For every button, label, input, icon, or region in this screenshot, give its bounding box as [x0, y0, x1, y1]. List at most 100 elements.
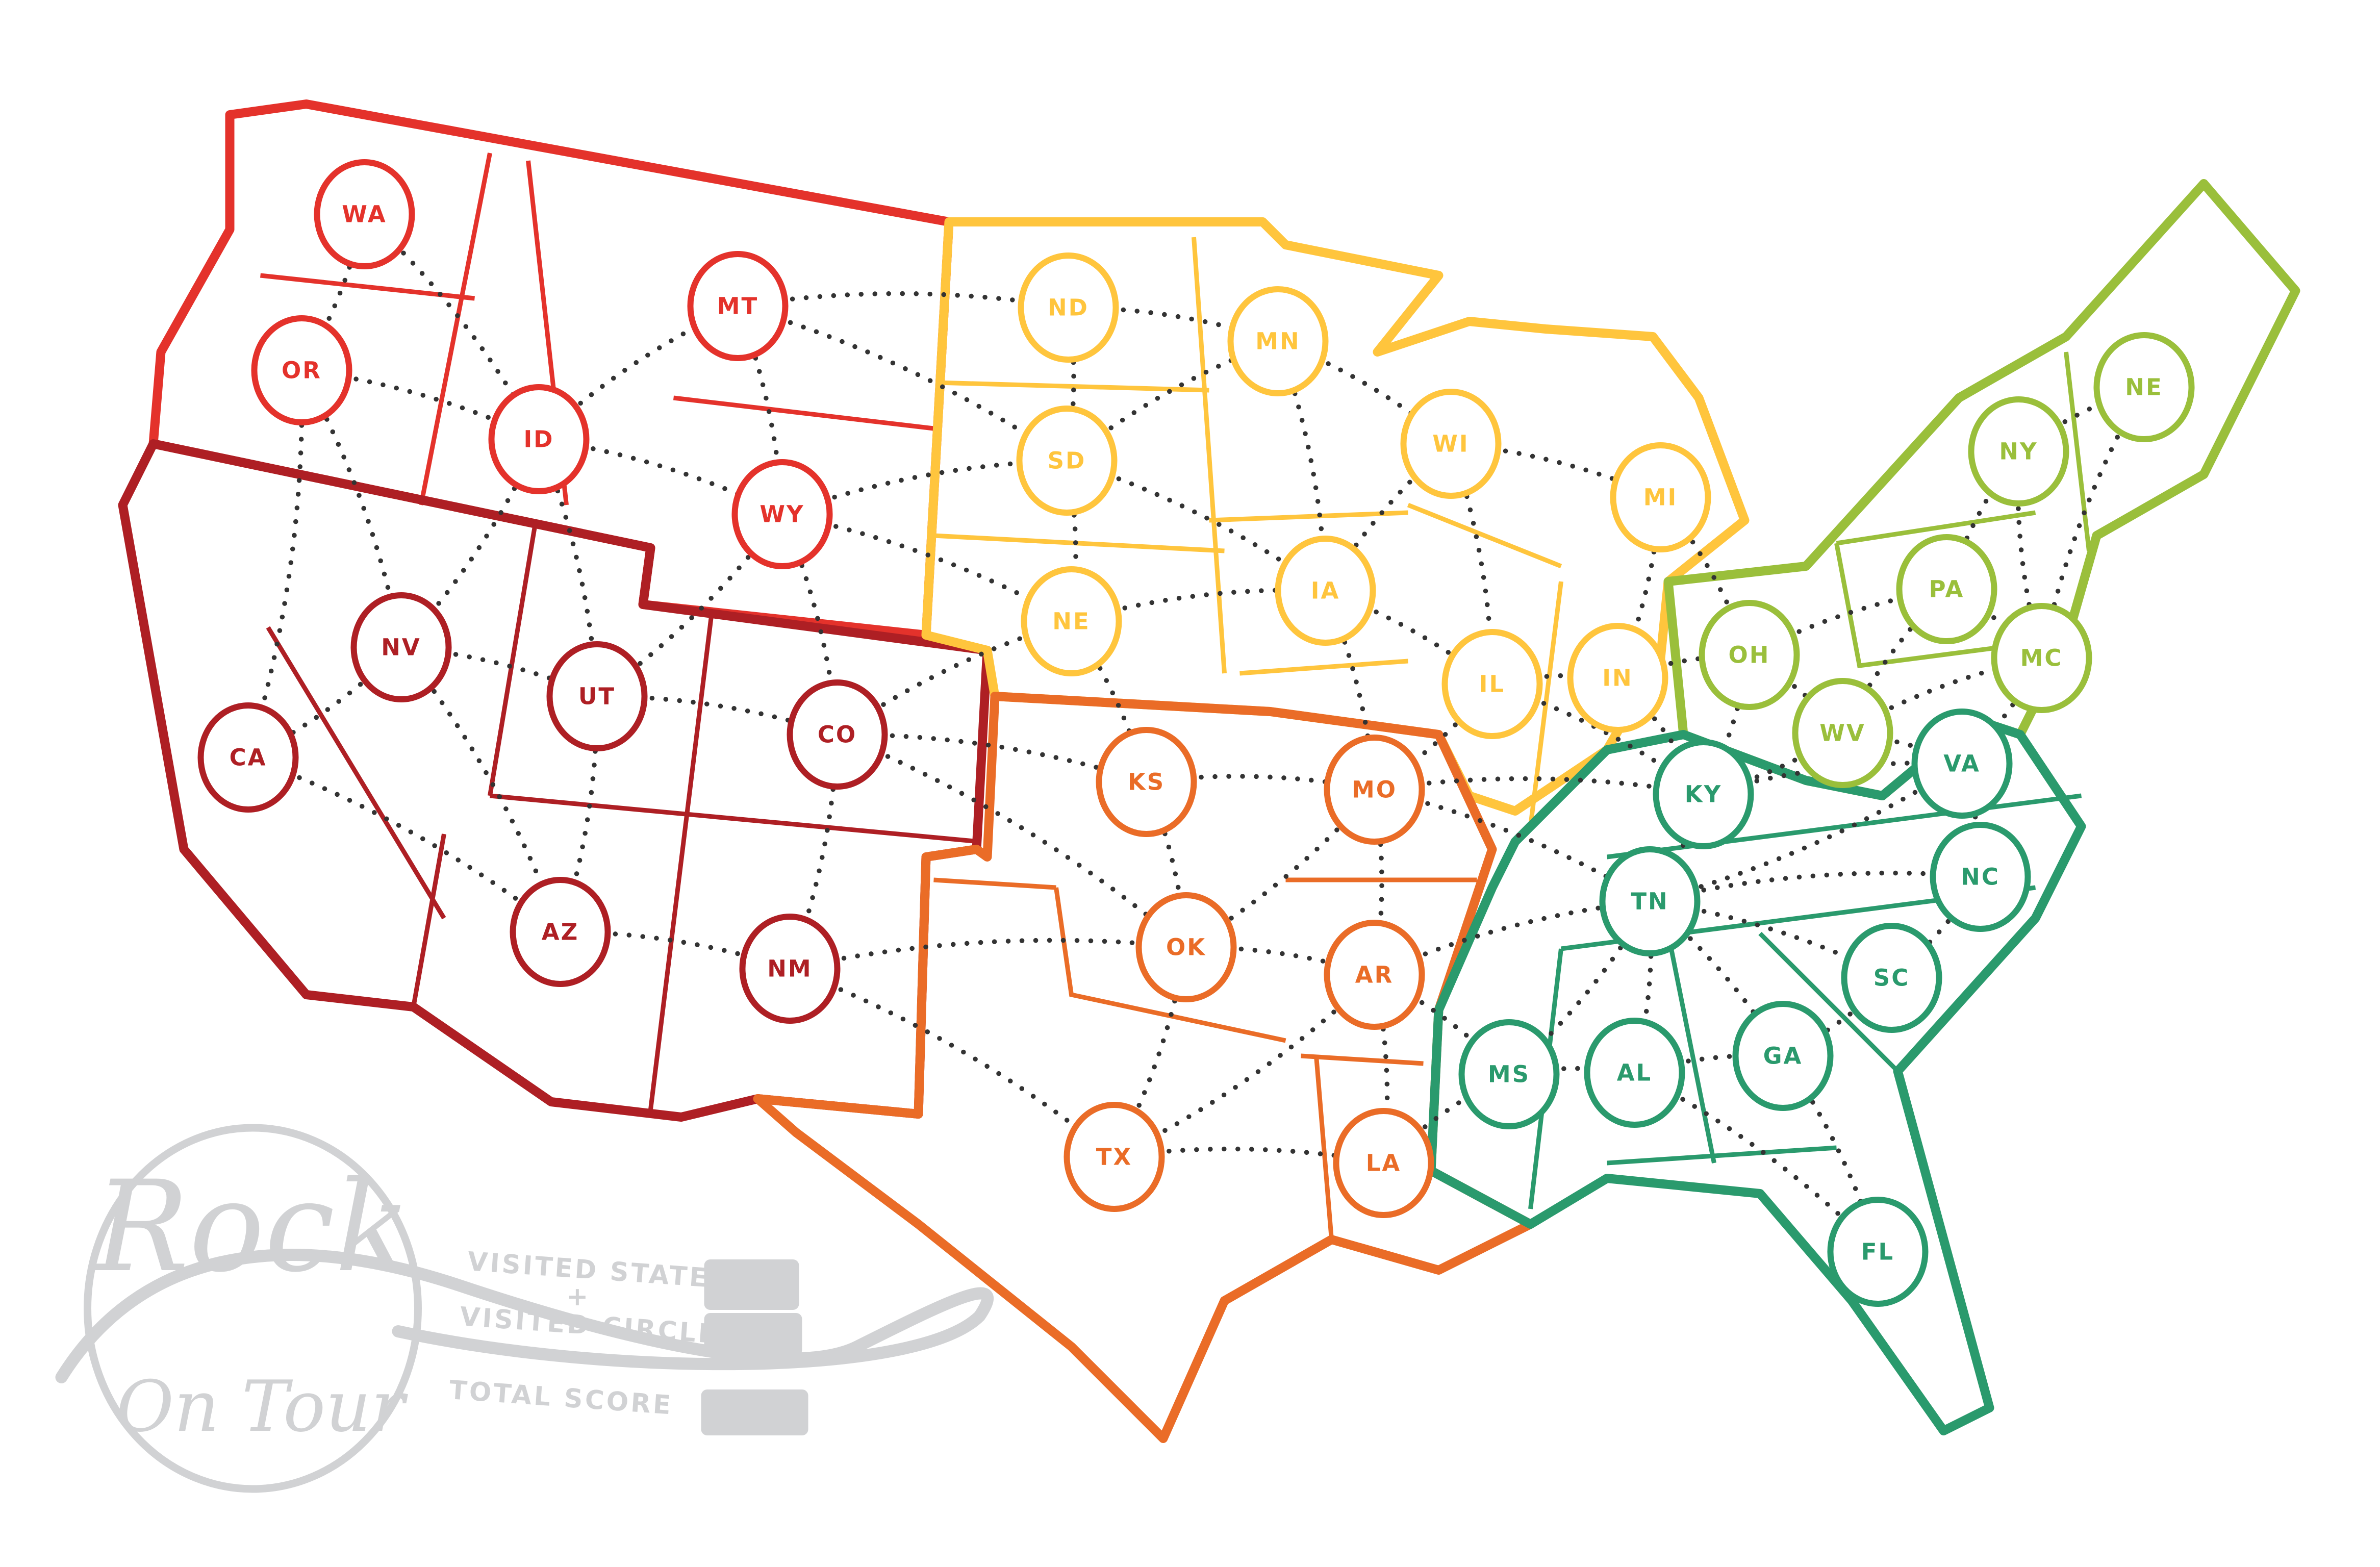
state-circle-va-southeast[interactable]: VA [1911, 709, 2013, 819]
state-circle-ny-northeast[interactable]: NY [1968, 396, 2069, 507]
state-circle-ring[interactable] [488, 384, 590, 494]
state-circle-mi-midwest[interactable]: MI [1610, 442, 1711, 552]
state-border [673, 395, 934, 431]
state-circle-nc-southeast[interactable]: NC [1930, 822, 2031, 932]
state-circle-ring[interactable] [350, 592, 452, 702]
state-circle-ring[interactable] [739, 914, 841, 1024]
state-circle-il-midwest[interactable]: IL [1441, 629, 1543, 739]
plus-sign: + [567, 1282, 591, 1312]
state-circle-ring[interactable] [1458, 1019, 1560, 1129]
state-circle-wa-northwest[interactable]: WA [314, 159, 415, 269]
state-circle-az-southwest[interactable]: AZ [510, 877, 611, 987]
state-circle-ring[interactable] [1135, 892, 1237, 1002]
state-circle-wi-midwest[interactable]: WI [1400, 389, 1502, 499]
state-circle-ring[interactable] [197, 702, 299, 813]
state-abbr: AL [1617, 1059, 1653, 1086]
state-circle-ring[interactable] [546, 641, 648, 751]
state-circle-ring[interactable] [1792, 678, 1893, 788]
state-circle-ring[interactable] [1991, 603, 2092, 713]
state-abbr: PA [1929, 576, 1965, 603]
state-circle-ring[interactable] [1096, 727, 1197, 837]
state-circle-nd-midwest[interactable]: ND [1018, 252, 1119, 363]
state-circle-ring[interactable] [1930, 822, 2031, 932]
state-abbr: TX [1096, 1144, 1132, 1171]
state-circle-la-south-central[interactable]: LA [1333, 1108, 1434, 1218]
state-circle-ring[interactable] [1567, 623, 1668, 733]
state-circle-ring[interactable] [314, 159, 415, 269]
state-circle-mt-northwest[interactable]: MT [687, 251, 789, 361]
state-circle-ring[interactable] [1021, 566, 1122, 676]
state-circle-ring[interactable] [1968, 396, 2069, 507]
state-circle-nm-southwest[interactable]: NM [739, 914, 841, 1024]
state-circle-oh-northeast[interactable]: OH [1699, 600, 1800, 710]
state-abbr: WY [759, 501, 804, 528]
state-circle-ar-south-central[interactable]: AR [1324, 920, 1425, 1030]
state-circle-or-northwest[interactable]: OR [251, 315, 352, 425]
state-circle-ms-southeast[interactable]: MS [1458, 1019, 1560, 1129]
state-circle-ring[interactable] [510, 877, 611, 987]
state-circle-ring[interactable] [1227, 286, 1329, 396]
route-sd-ne [1064, 458, 1078, 624]
state-circle-al-southeast[interactable]: AL [1584, 1018, 1685, 1128]
state-circle-ring[interactable] [1599, 846, 1701, 956]
state-circle-ring[interactable] [1896, 534, 1997, 644]
state-circle-co-southwest[interactable]: CO [787, 679, 888, 790]
state-circle-fl-southeast[interactable]: FL [1827, 1197, 1929, 1307]
state-circle-wy-northwest[interactable]: WY [731, 459, 833, 569]
state-circle-ring[interactable] [2093, 332, 2195, 442]
state-circle-ring[interactable] [1699, 600, 1800, 710]
state-circle-ring[interactable] [1732, 1001, 1834, 1111]
state-circle-ring[interactable] [1827, 1197, 1929, 1307]
state-circle-ring[interactable] [1275, 536, 1376, 646]
state-circle-tn-southeast[interactable]: TN [1599, 846, 1701, 956]
state-circle-ring[interactable] [1324, 735, 1425, 845]
state-circle-ring[interactable] [1324, 920, 1425, 1030]
state-circle-sd-midwest[interactable]: SD [1016, 406, 1118, 516]
state-circle-ne-midwest[interactable]: NE [1021, 566, 1122, 676]
state-circle-tx-south-central[interactable]: TX [1064, 1102, 1165, 1212]
state-circle-id-northwest[interactable]: ID [488, 384, 590, 494]
state-circle-ring[interactable] [687, 251, 789, 361]
state-circle-ga-southeast[interactable]: GA [1732, 1001, 1834, 1111]
state-circle-ring[interactable] [1911, 709, 2013, 819]
visited-circles-box[interactable] [704, 1313, 802, 1356]
state-circle-ring[interactable] [251, 315, 352, 425]
state-circle-ca-southwest[interactable]: CA [197, 702, 299, 813]
state-abbr: AR [1355, 962, 1394, 989]
state-circle-ut-southwest[interactable]: UT [546, 641, 648, 751]
state-circle-ring[interactable] [787, 679, 888, 790]
state-circle-sc-southeast[interactable]: SC [1841, 923, 1942, 1033]
state-circle-ok-south-central[interactable]: OK [1135, 892, 1237, 1002]
state-circle-mn-midwest[interactable]: MN [1227, 286, 1329, 396]
state-circle-in-midwest[interactable]: IN [1567, 623, 1668, 733]
state-circle-ring[interactable] [1016, 406, 1118, 516]
state-circle-mc-northeast[interactable]: MC [1991, 603, 2092, 713]
state-border [1407, 502, 1562, 569]
state-circle-ring[interactable] [1610, 442, 1711, 552]
route-wi-il [1448, 441, 1495, 687]
state-circle-ring[interactable] [1333, 1108, 1434, 1218]
state-circle-pa-northeast[interactable]: PA [1896, 534, 1997, 644]
state-circle-wv-northeast[interactable]: WV [1792, 678, 1893, 788]
state-circle-ring[interactable] [1841, 923, 1942, 1033]
state-circle-ks-south-central[interactable]: KS [1096, 727, 1197, 837]
state-circle-ring[interactable] [1064, 1102, 1165, 1212]
state-circle-ring[interactable] [1400, 389, 1502, 499]
state-abbr: SD [1048, 447, 1086, 474]
state-circle-ring[interactable] [1441, 629, 1543, 739]
state-abbr: ID [523, 426, 554, 453]
state-circle-ring[interactable] [1018, 252, 1119, 363]
state-abbr: MS [1488, 1061, 1530, 1088]
state-circle-ring[interactable] [1584, 1018, 1685, 1128]
visited-states-box[interactable] [704, 1259, 799, 1310]
state-circle-ne-northeast[interactable]: NE [2093, 332, 2195, 442]
state-circle-ia-midwest[interactable]: IA [1275, 536, 1376, 646]
total-score-box[interactable] [701, 1389, 808, 1435]
state-circle-ring[interactable] [731, 459, 833, 569]
state-circle-mo-south-central[interactable]: MO [1324, 735, 1425, 845]
state-abbr: LA [1366, 1150, 1402, 1177]
state-circle-ky-southeast[interactable]: KY [1653, 739, 1754, 849]
region-outline-south-central [753, 692, 1535, 1443]
state-circle-nv-southwest[interactable]: NV [350, 592, 452, 702]
state-circle-ring[interactable] [1653, 739, 1754, 849]
